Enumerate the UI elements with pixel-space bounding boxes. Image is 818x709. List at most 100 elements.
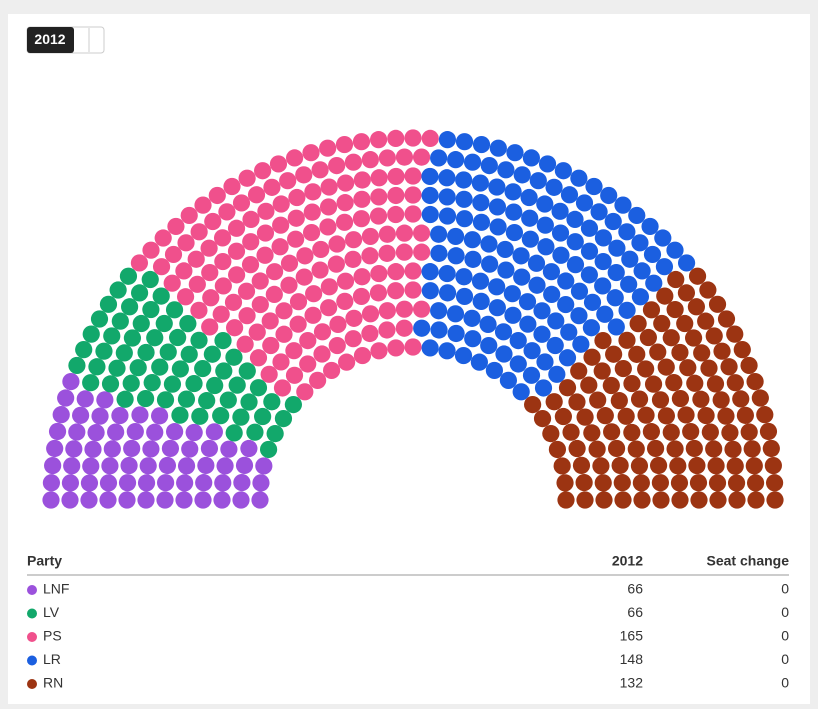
seat: [215, 362, 233, 380]
seat: [120, 456, 138, 475]
seat: [257, 202, 275, 220]
seat: [198, 392, 216, 410]
seat: [527, 254, 546, 272]
seat: [165, 301, 184, 319]
seat: [151, 358, 169, 376]
seat: [645, 274, 663, 292]
seat-change: 0: [781, 675, 789, 691]
seat: [313, 323, 332, 341]
seat: [177, 234, 195, 252]
seat: [42, 491, 60, 509]
seat: [666, 241, 684, 259]
seat: [404, 338, 422, 356]
seat: [677, 284, 696, 302]
seat: [238, 169, 256, 187]
seat: [159, 343, 177, 361]
seat: [255, 457, 273, 475]
seat: [345, 309, 363, 327]
seat: [242, 210, 260, 229]
seat: [430, 225, 448, 243]
seat: [766, 491, 784, 509]
seat: [713, 342, 731, 360]
seat: [57, 389, 75, 407]
seat: [369, 207, 388, 225]
seat: [280, 254, 299, 272]
seat: [265, 263, 284, 281]
seat: [176, 288, 195, 306]
seat: [552, 246, 570, 264]
seat: [657, 358, 675, 376]
seat: [509, 331, 527, 350]
tab-label[interactable]: 2012: [34, 31, 65, 47]
tab-active[interactable]: [27, 27, 74, 53]
seat: [352, 210, 371, 228]
seat-change: 0: [781, 604, 789, 620]
seat: [662, 329, 680, 347]
seat: [273, 379, 292, 397]
seat: [200, 239, 218, 257]
seat: [131, 406, 149, 424]
seat: [84, 440, 102, 458]
seat: [637, 406, 655, 424]
seat: [630, 457, 649, 475]
seat: [697, 406, 715, 425]
seat: [421, 339, 439, 357]
seat: [518, 293, 537, 311]
seat: [562, 423, 580, 441]
seat: [621, 250, 639, 268]
seat: [512, 383, 530, 401]
seat: [548, 365, 566, 383]
seat: [536, 195, 554, 213]
seat: [353, 171, 371, 189]
seat: [42, 474, 61, 492]
seat: [623, 374, 641, 393]
seat: [688, 456, 706, 475]
seat: [118, 474, 137, 492]
seat: [295, 166, 313, 184]
party-name: PS: [43, 628, 62, 644]
seat: [677, 254, 696, 272]
seat: [480, 336, 498, 355]
seat: [208, 186, 226, 205]
seat: [554, 162, 572, 180]
seat: [232, 491, 250, 509]
seat: [48, 422, 67, 441]
seat: [705, 327, 723, 345]
seat: [404, 262, 422, 280]
seat: [471, 174, 489, 192]
seat: [421, 186, 439, 205]
seat: [313, 345, 331, 363]
seat: [378, 225, 396, 243]
seat: [319, 139, 337, 157]
seat: [319, 218, 337, 236]
seat: [220, 440, 238, 458]
seat: [529, 172, 547, 190]
seat: [568, 439, 586, 458]
seat: [471, 272, 490, 290]
seat: [546, 336, 564, 355]
seat: [745, 457, 763, 475]
seat: [489, 139, 507, 157]
seat: [285, 366, 304, 384]
seat: [519, 315, 537, 333]
seat: [756, 406, 774, 424]
seat: [746, 474, 765, 492]
seat: [275, 325, 293, 343]
seat: [480, 235, 498, 253]
seat: [103, 440, 121, 458]
seat: [137, 491, 155, 509]
seat: [99, 474, 118, 492]
seat: [286, 149, 304, 167]
seat: [421, 129, 439, 148]
seat: [177, 457, 196, 475]
seat: [259, 440, 278, 459]
seat: [438, 188, 456, 206]
seat: [387, 263, 405, 281]
seat: [447, 324, 465, 343]
seat: [455, 190, 473, 208]
seat: [721, 424, 739, 442]
seat-count: 66: [627, 604, 643, 620]
seat: [455, 287, 474, 306]
seat: [485, 361, 504, 380]
seat: [63, 457, 81, 475]
